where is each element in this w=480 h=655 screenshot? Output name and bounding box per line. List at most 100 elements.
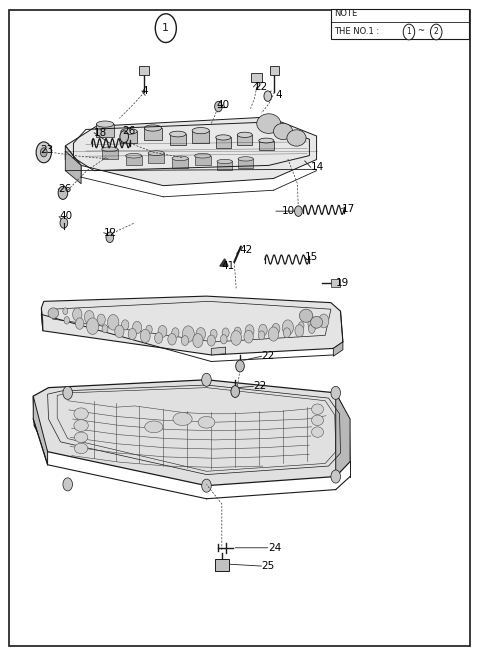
- Text: 42: 42: [239, 246, 252, 255]
- Circle shape: [108, 314, 119, 330]
- Circle shape: [222, 328, 229, 337]
- Ellipse shape: [311, 316, 323, 328]
- Text: ~: ~: [418, 26, 425, 35]
- Polygon shape: [33, 396, 48, 465]
- Ellipse shape: [96, 121, 114, 127]
- Circle shape: [210, 329, 217, 339]
- Circle shape: [155, 333, 163, 343]
- Text: 2: 2: [434, 28, 439, 37]
- Circle shape: [168, 333, 176, 345]
- Circle shape: [58, 186, 68, 199]
- Text: 40: 40: [59, 212, 72, 221]
- FancyBboxPatch shape: [169, 134, 186, 145]
- Circle shape: [196, 328, 205, 341]
- Ellipse shape: [126, 153, 142, 158]
- Text: 12: 12: [104, 228, 117, 238]
- Polygon shape: [336, 393, 350, 477]
- Circle shape: [215, 102, 222, 112]
- FancyBboxPatch shape: [140, 66, 149, 75]
- Circle shape: [207, 335, 216, 346]
- Circle shape: [282, 320, 293, 335]
- Circle shape: [128, 328, 136, 340]
- Circle shape: [84, 310, 94, 324]
- FancyBboxPatch shape: [270, 66, 279, 75]
- FancyBboxPatch shape: [9, 10, 470, 646]
- Circle shape: [245, 325, 254, 337]
- Circle shape: [299, 322, 304, 329]
- Circle shape: [431, 24, 442, 40]
- Ellipse shape: [274, 123, 293, 140]
- FancyBboxPatch shape: [192, 130, 209, 143]
- Circle shape: [75, 318, 84, 329]
- FancyBboxPatch shape: [121, 132, 137, 143]
- Text: 1: 1: [162, 23, 169, 33]
- Polygon shape: [33, 380, 350, 485]
- Circle shape: [259, 324, 267, 336]
- Ellipse shape: [312, 427, 324, 438]
- Ellipse shape: [194, 153, 211, 158]
- Text: 4: 4: [276, 90, 283, 100]
- Ellipse shape: [148, 151, 164, 155]
- Text: 22: 22: [253, 381, 267, 391]
- Text: 22: 22: [254, 82, 268, 92]
- Circle shape: [158, 326, 167, 337]
- Circle shape: [64, 316, 70, 324]
- Ellipse shape: [121, 128, 137, 134]
- Ellipse shape: [102, 147, 118, 151]
- FancyBboxPatch shape: [217, 162, 232, 170]
- Circle shape: [231, 331, 241, 345]
- Text: 23: 23: [40, 145, 53, 155]
- Ellipse shape: [144, 125, 161, 131]
- Circle shape: [140, 329, 150, 343]
- Circle shape: [331, 470, 340, 483]
- Text: 24: 24: [269, 543, 282, 553]
- FancyBboxPatch shape: [251, 73, 263, 83]
- Circle shape: [72, 308, 82, 321]
- Circle shape: [121, 320, 129, 330]
- Ellipse shape: [287, 130, 306, 146]
- Polygon shape: [65, 117, 317, 185]
- Ellipse shape: [48, 308, 59, 318]
- Ellipse shape: [312, 415, 324, 426]
- Circle shape: [202, 373, 211, 386]
- Circle shape: [40, 148, 47, 157]
- Circle shape: [236, 360, 244, 372]
- Circle shape: [106, 232, 114, 242]
- Circle shape: [309, 324, 315, 333]
- Ellipse shape: [217, 159, 232, 164]
- Polygon shape: [65, 146, 81, 177]
- Text: NOTE: NOTE: [334, 9, 358, 18]
- Ellipse shape: [257, 114, 281, 134]
- Circle shape: [264, 91, 272, 102]
- Circle shape: [63, 386, 72, 400]
- Polygon shape: [41, 308, 43, 331]
- Circle shape: [156, 14, 176, 43]
- FancyBboxPatch shape: [331, 279, 339, 287]
- Text: 26: 26: [123, 126, 136, 136]
- Ellipse shape: [74, 408, 88, 420]
- Text: 22: 22: [262, 351, 275, 362]
- FancyBboxPatch shape: [148, 153, 164, 162]
- FancyBboxPatch shape: [194, 156, 211, 165]
- Text: 17: 17: [341, 204, 355, 214]
- Circle shape: [403, 24, 415, 40]
- FancyBboxPatch shape: [126, 156, 142, 165]
- Ellipse shape: [198, 417, 215, 428]
- Circle shape: [234, 327, 241, 337]
- Ellipse shape: [237, 132, 252, 138]
- Text: 25: 25: [262, 561, 275, 571]
- Text: 18: 18: [94, 128, 107, 138]
- Ellipse shape: [238, 157, 253, 161]
- Ellipse shape: [74, 443, 88, 454]
- Text: 19: 19: [336, 278, 349, 288]
- Circle shape: [181, 335, 189, 346]
- Text: 14: 14: [311, 162, 324, 172]
- Circle shape: [220, 335, 227, 344]
- Circle shape: [102, 325, 108, 333]
- Circle shape: [308, 317, 318, 330]
- Circle shape: [283, 328, 290, 338]
- Circle shape: [86, 318, 99, 335]
- Circle shape: [115, 325, 124, 338]
- Ellipse shape: [74, 420, 88, 432]
- Ellipse shape: [145, 421, 163, 433]
